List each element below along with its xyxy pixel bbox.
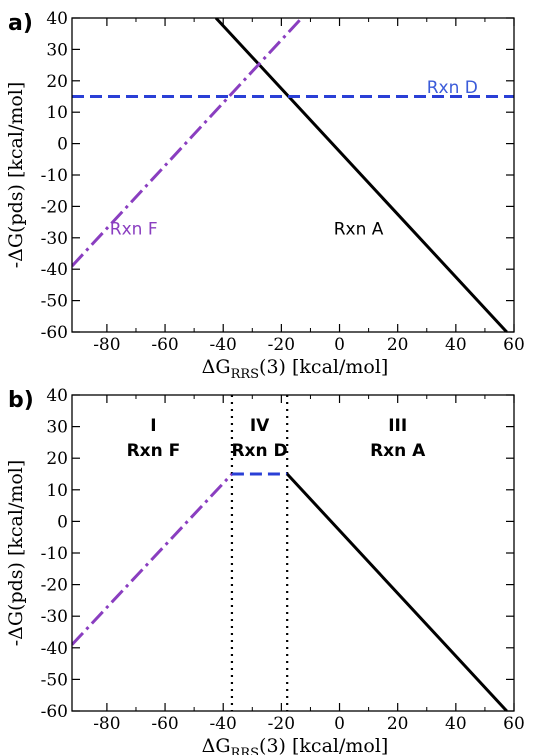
panel-a-y-tick-label-9: -50: [41, 292, 68, 312]
panel-b-region-rxn-label-2: Rxn A: [370, 441, 426, 461]
panel-b-y-tick-label-8: -40: [41, 639, 68, 659]
panel-a-y-axis-title: -ΔG(pds) [kcal/mol]: [5, 82, 27, 269]
panel-a-x-axis-title: ΔGRRS(3) [kcal/mol]: [202, 356, 389, 382]
panel-b-y-tick-label-2: 20: [46, 449, 68, 469]
panel-a-y-tick-label-4: 0: [57, 135, 68, 155]
panel-a-series-label-1: Rxn D: [427, 78, 478, 98]
panel-a-y-tick-label-1: 30: [46, 40, 68, 60]
panel-a-x-tick-label-5: 20: [387, 335, 409, 355]
panel-b-series-line-0: [72, 472, 234, 646]
panel-a-x-tick-label-3: -20: [268, 335, 295, 355]
panel-b-x-tick-label-2: -40: [210, 714, 237, 734]
panel-b-series-line-2: [286, 472, 508, 711]
panel-b-y-axis-title: -ΔG(pds) [kcal/mol]: [5, 460, 27, 647]
panel-b-y-tick-label-5: -10: [41, 544, 68, 564]
panel-a-x-tick-label-7: 60: [503, 335, 525, 355]
panel-b-y-tick-label-0: 40: [46, 386, 68, 406]
panel-a-x-tick-label-2: -40: [210, 335, 237, 355]
panel-a-y-tick-label-5: -10: [41, 166, 68, 186]
panel-b-x-tick-label-1: -60: [151, 714, 178, 734]
panel-b-y-tick-label-9: -50: [41, 670, 68, 690]
panel-a-series-label-0: Rxn A: [334, 219, 384, 239]
panel-b-x-tick-label-0: -80: [93, 714, 120, 734]
panel-b-region-rxn-label-0: Rxn F: [127, 441, 181, 461]
panel-b-x-axis-title: ΔGRRS(3) [kcal/mol]: [202, 735, 389, 755]
panel-b-x-tick-label-4: 0: [334, 714, 345, 734]
panel-a-y-tick-label-0: 40: [46, 9, 68, 29]
panel-b-y-tick-label-6: -20: [41, 576, 68, 596]
panel-a-y-tick-label-8: -40: [41, 260, 68, 280]
panel-b-x-tick-label-6: 40: [445, 714, 467, 734]
panel-b-panel-letter: b): [8, 388, 34, 413]
panel-a-y-tick-label-6: -20: [41, 197, 68, 217]
panel-a-series-label-2: Rxn F: [110, 219, 158, 239]
panel-b-y-tick-label-10: -60: [41, 702, 68, 722]
panel-a-x-tick-label-4: 0: [334, 335, 345, 355]
panel-a-plot-frame: [71, 17, 515, 333]
panel-a-y-tick-label-10: -60: [41, 323, 68, 343]
panel-a-series-line-2: [72, 18, 303, 268]
panel-b-region-rxn-label-1: Rxn D: [231, 441, 287, 461]
panel-a-y-tick-label-7: -30: [41, 229, 68, 249]
panel-b-y-tick-label-4: 0: [57, 512, 68, 532]
panel-b-x-tick-label-5: 20: [387, 714, 409, 734]
panel-a-y-tick-label-2: 20: [46, 72, 68, 92]
panel-b-region-numeral-2: III: [388, 416, 407, 436]
panel-b-y-tick-label-1: 30: [46, 418, 68, 438]
panel-b-region-numeral-0: I: [150, 416, 156, 436]
panel-b-x-tick-label-3: -20: [268, 714, 295, 734]
panel-a-panel-letter: a): [8, 11, 33, 36]
panel-b-x-tick-label-7: 60: [503, 714, 525, 734]
panel-a-x-tick-label-0: -80: [93, 335, 120, 355]
panel-b-y-tick-label-3: 10: [46, 481, 68, 501]
panel-a-x-tick-label-1: -60: [151, 335, 178, 355]
panel-a-series-group: [72, 18, 514, 332]
panel-a-y-tick-label-3: 10: [46, 103, 68, 123]
panel-a-x-tick-label-6: 40: [445, 335, 467, 355]
panel-b-y-tick-label-7: -30: [41, 607, 68, 627]
panel-a-series-line-0: [214, 18, 508, 332]
panel-b-region-numeral-1: IV: [250, 416, 270, 436]
panel-b-series-group: [72, 472, 508, 711]
